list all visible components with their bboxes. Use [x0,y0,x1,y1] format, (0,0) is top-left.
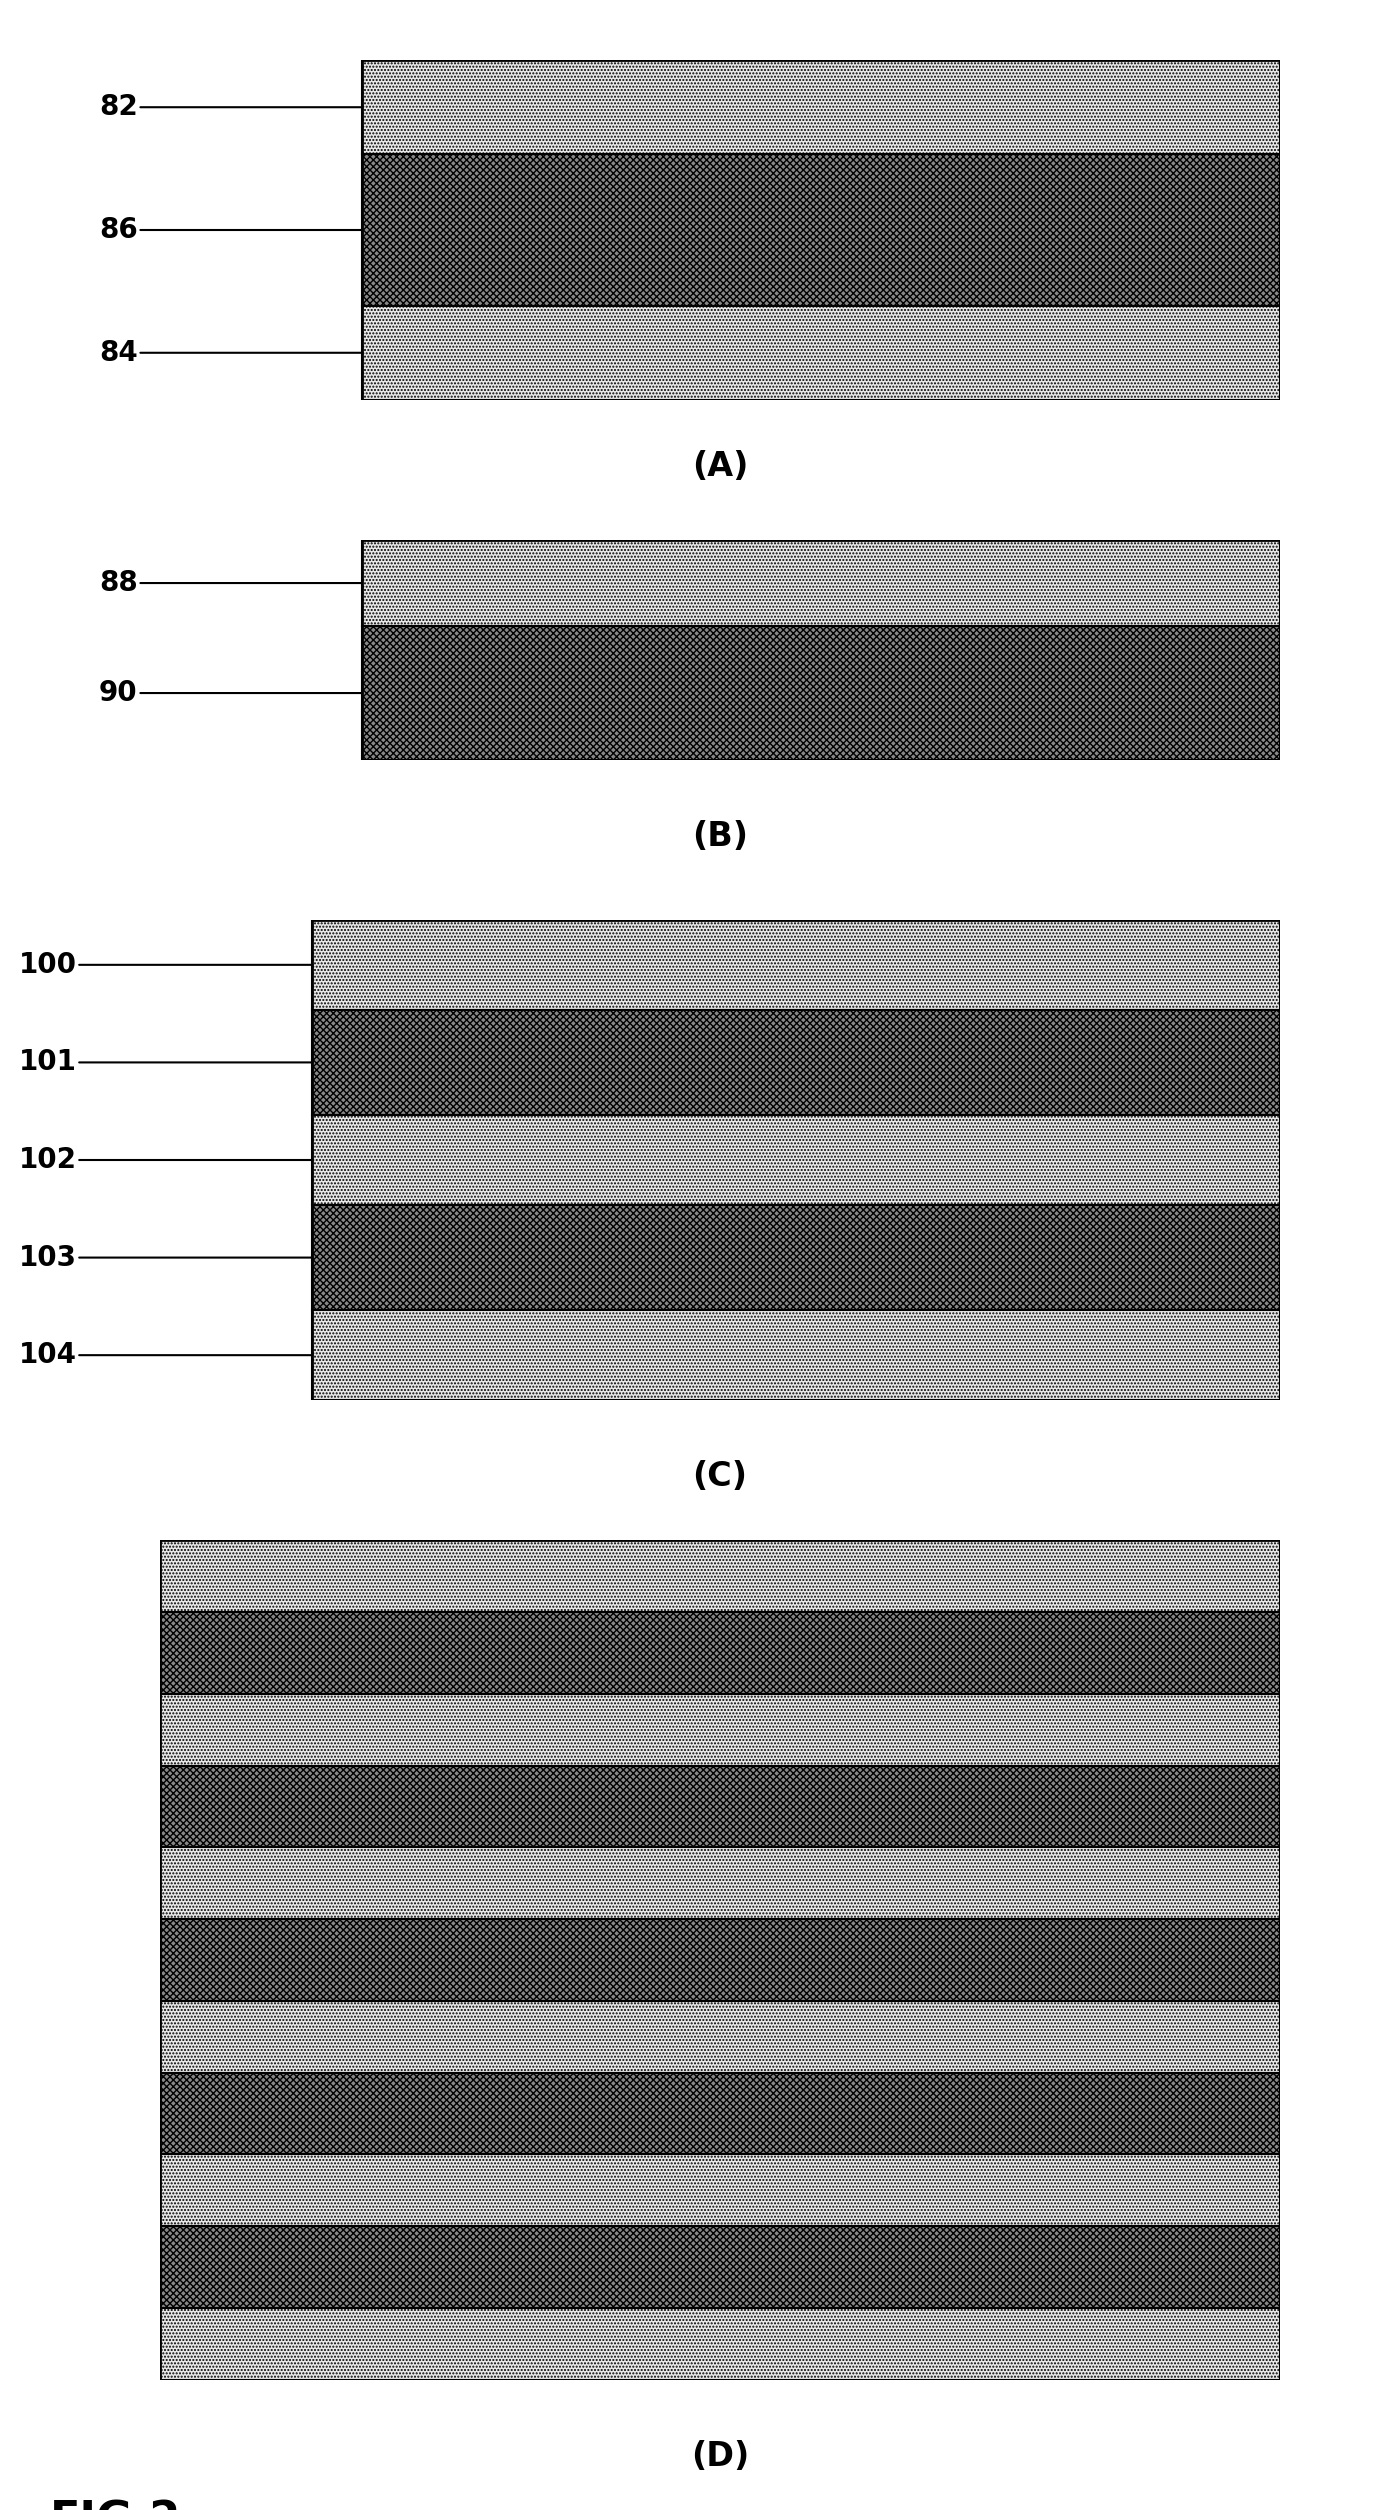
Text: 104: 104 [18,1340,313,1368]
Bar [313,921,1280,1009]
Text: 88: 88 [99,570,362,597]
Bar [362,306,1280,399]
Bar [161,1541,1280,1611]
Text: 103: 103 [18,1242,313,1273]
Text: 102: 102 [18,1147,313,1175]
Text: 84: 84 [99,339,362,366]
Bar [362,60,1280,156]
Text: (A): (A) [692,449,748,482]
Text: 90: 90 [99,680,362,708]
Text: (C): (C) [692,1461,747,1493]
Text: (B): (B) [692,821,748,853]
Bar [161,1694,1280,1765]
Bar [313,1114,1280,1205]
Bar [161,2073,1280,2154]
Bar [313,1205,1280,1310]
Bar [362,540,1280,761]
Bar [362,540,1280,625]
Bar [161,2154,1280,2226]
Bar [313,1310,1280,1401]
Bar [161,1765,1280,1847]
Text: 82: 82 [99,93,362,120]
Bar [161,1847,1280,1920]
Bar [362,625,1280,761]
Bar [161,2000,1280,2073]
Bar [161,1920,1280,2000]
Bar [313,1009,1280,1114]
Text: (D): (D) [691,2440,750,2472]
Bar [161,2309,1280,2379]
Bar [313,921,1280,1401]
Bar [362,156,1280,306]
Bar [362,60,1280,399]
Bar [161,2226,1280,2309]
Text: 100: 100 [18,951,313,979]
Text: 86: 86 [99,216,362,243]
Text: FIG.2: FIG.2 [50,2500,181,2510]
Text: 101: 101 [18,1049,313,1077]
Bar [161,1611,1280,1694]
